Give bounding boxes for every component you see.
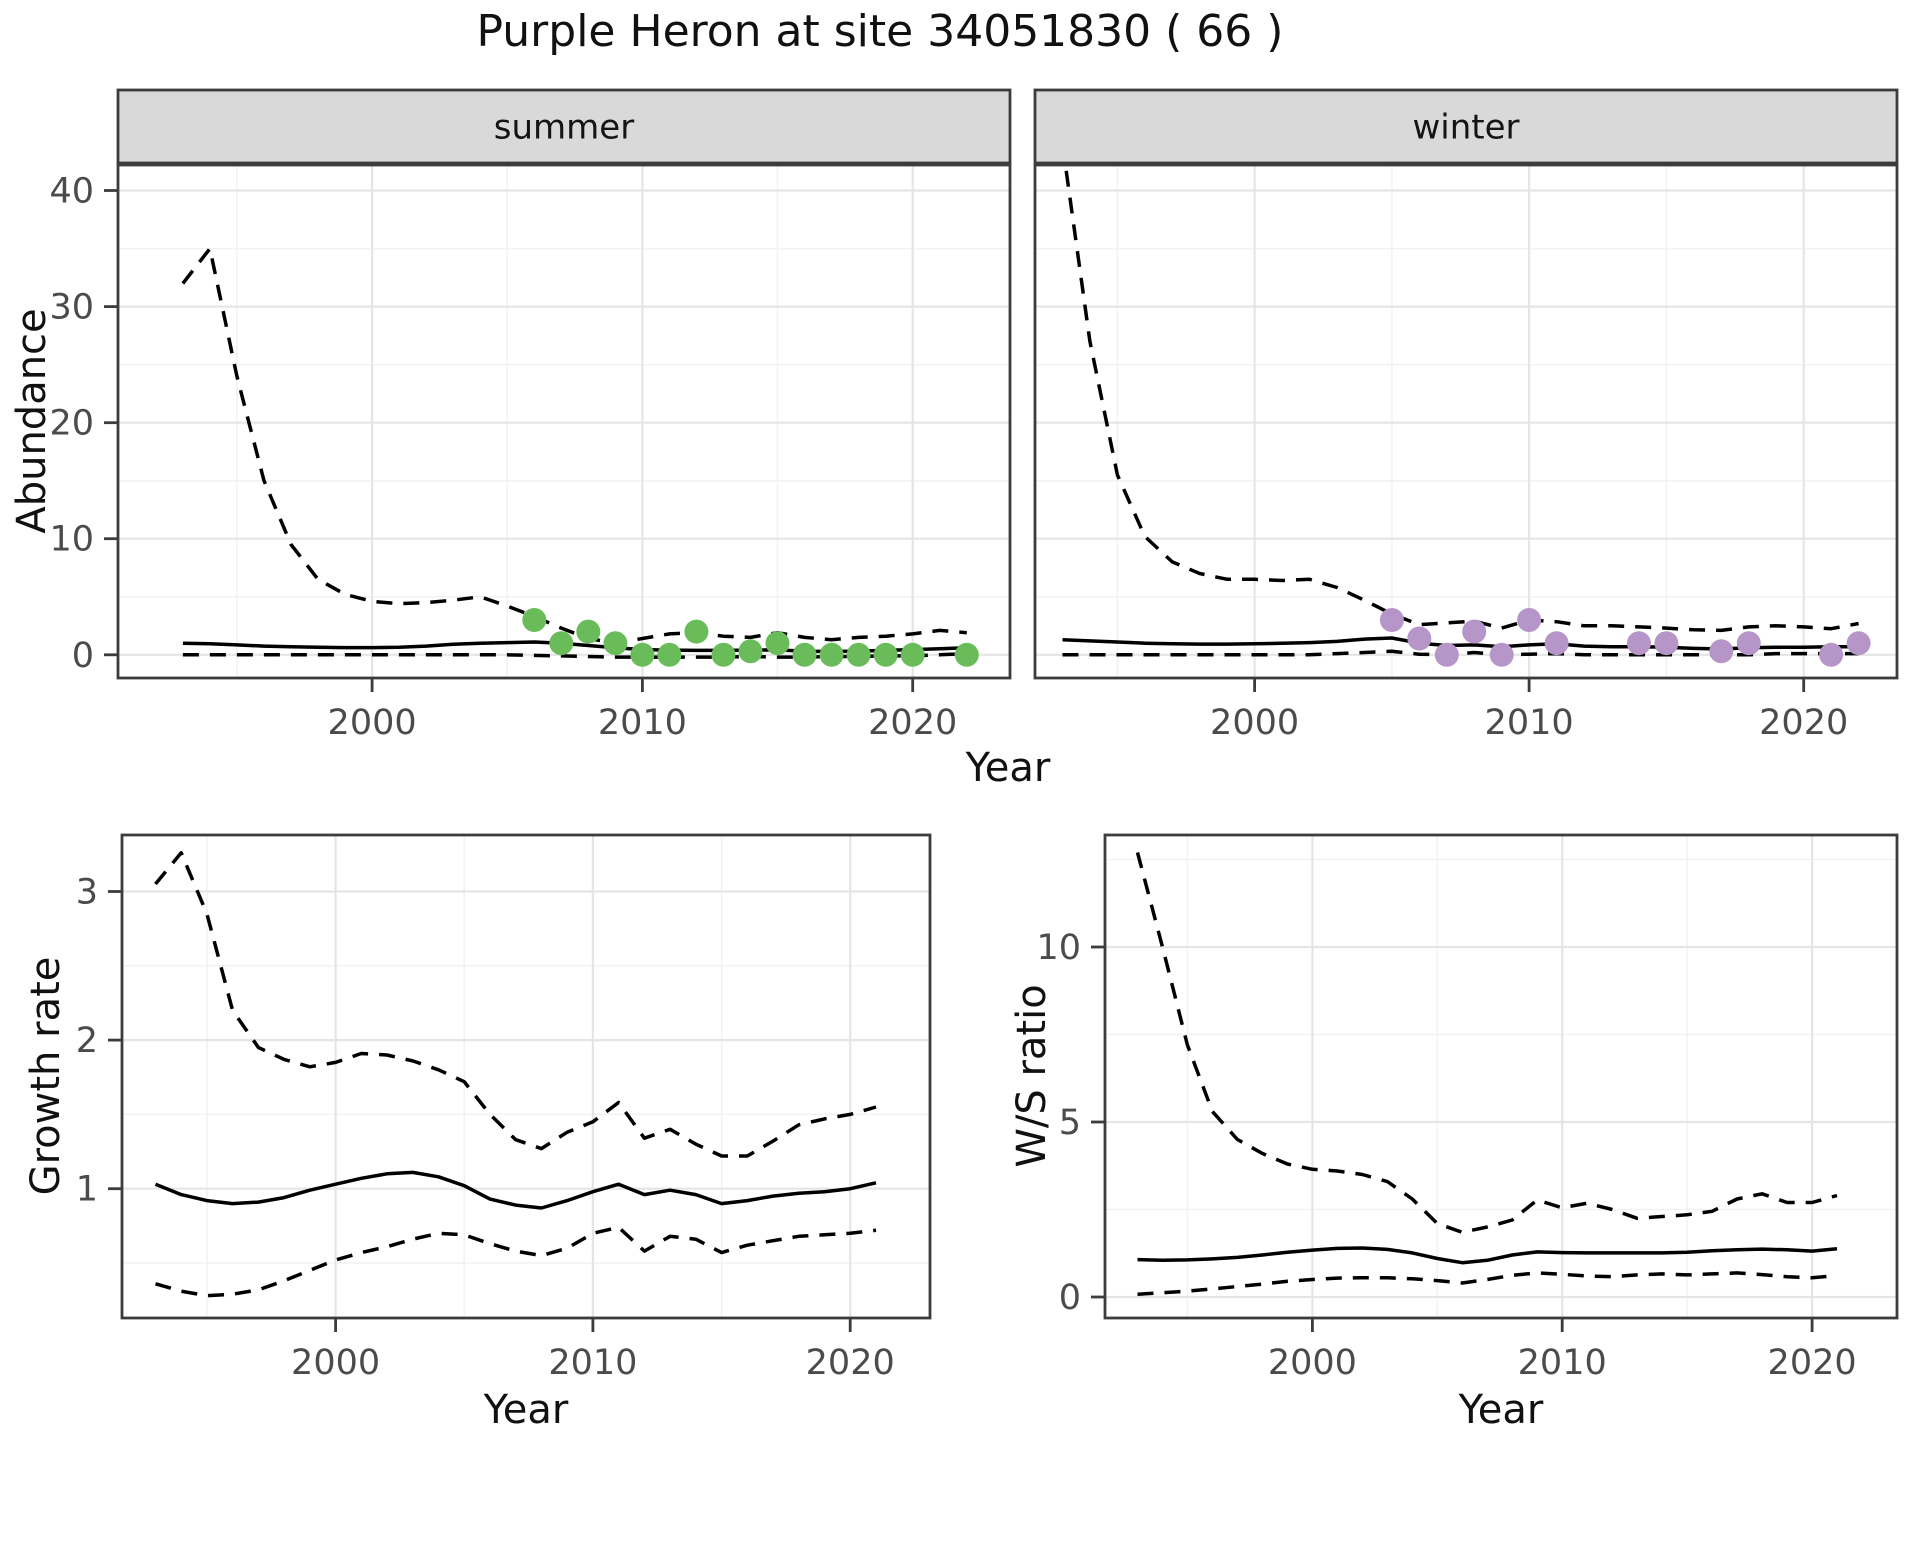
- y-tick-label: 10: [1036, 928, 1081, 968]
- ws-ratio-panel-border: [1103, 833, 1899, 1320]
- facet-strip-label: winter: [1412, 108, 1519, 148]
- abundance-summer-observation-point: [765, 631, 790, 656]
- y-tick-label: 3: [76, 873, 98, 913]
- facet-strip: [1033, 88, 1899, 165]
- y-tick-label: 40: [49, 172, 94, 212]
- abundance-summer-observation-point: [549, 631, 574, 656]
- abundance-winter-observation-point: [1626, 631, 1651, 656]
- abundance-summer-observation-point: [630, 642, 655, 667]
- abundance-summer-observation-point: [954, 642, 979, 667]
- y-tick-label: 0: [72, 636, 94, 676]
- x-tick-label: 2020: [806, 1343, 895, 1383]
- abundance-winter-observation-point: [1819, 642, 1844, 667]
- summer-abundance-chart: summer 2000 2010 2020 0 10 20 30 40: [49, 88, 1012, 743]
- ws-ratio-panel-bg: [1105, 835, 1897, 1318]
- abundance-summer-observation-point: [711, 642, 736, 667]
- growth-rate-mean-line: [154, 1170, 877, 1210]
- abundance-summer-upper-ci-line: [181, 246, 967, 645]
- y-tick-label: 30: [49, 288, 94, 328]
- growth-rate-upper-ci-line: [154, 851, 877, 1158]
- abundance-winter-observation-point: [1544, 631, 1569, 656]
- x-tick-label: 2020: [1768, 1343, 1857, 1383]
- abundance-winter-observation-point: [1489, 642, 1514, 667]
- ws-ratio-lower-ci-line: [1137, 1271, 1838, 1296]
- abundance-winter-observation-point: [1654, 631, 1679, 656]
- x-axis-title-year-bottom-right: Year: [1458, 1387, 1544, 1433]
- x-tick-label: 2020: [868, 703, 957, 743]
- abundance-summer-observation-point: [846, 642, 871, 667]
- ws-ratio-upper-ci-line: [1135, 852, 1838, 1235]
- abundance-summer-observation-point: [738, 639, 763, 664]
- facet-strip-label: summer: [494, 108, 634, 148]
- x-tick-label: 2010: [1518, 1343, 1607, 1383]
- abundance-winter-observation-point: [1407, 626, 1432, 651]
- x-tick-label: 2010: [548, 1343, 637, 1383]
- x-tick-label: 2000: [291, 1343, 380, 1383]
- abundance-winter-observation-point: [1379, 608, 1404, 632]
- x-tick-label: 2000: [1268, 1343, 1357, 1383]
- abundance-winter-observation-point: [1846, 631, 1871, 656]
- abundance-summer-observation-point: [792, 642, 817, 667]
- abundance-summer-observation-point: [657, 642, 682, 667]
- y-tick-label: 0: [1059, 1278, 1081, 1318]
- abundance-winter-panel-border: [1033, 163, 1899, 680]
- figure-title: Purple Heron at site 34051830 ( 66 ): [476, 6, 1284, 57]
- abundance-summer-observation-point: [900, 642, 925, 667]
- x-tick-label: 2010: [1485, 703, 1574, 743]
- abundance-summer-observation-point: [576, 619, 601, 644]
- abundance-winter-observation-point: [1736, 631, 1761, 656]
- y-tick-label: 5: [1059, 1103, 1081, 1143]
- abundance-winter-upper-ci-line: [1063, 165, 1859, 633]
- abundance-summer-observation-point: [819, 642, 844, 667]
- y-tick-label: 2: [76, 1021, 98, 1061]
- y-tick-label: 10: [49, 520, 94, 560]
- abundance-winter-observation-point: [1462, 619, 1487, 644]
- abundance-winter-observation-point: [1709, 639, 1734, 664]
- abundance-winter-panel-bg: [1035, 165, 1897, 678]
- x-axis-title-year-bottom-left: Year: [483, 1387, 569, 1433]
- x-tick-label: 2020: [1759, 703, 1848, 743]
- x-axis-title-year-top: Year: [965, 745, 1051, 791]
- ws-ratio-mean-line: [1137, 1246, 1838, 1265]
- y-tick-label: 20: [49, 404, 94, 444]
- abundance-summer-observation-point: [603, 631, 628, 656]
- winter-abundance-chart: winter 2000 2010 2020: [1033, 88, 1899, 743]
- y-tick-label: 1: [76, 1170, 98, 1210]
- abundance-summer-observation-point: [522, 608, 547, 632]
- abundance-summer-panel-bg: [118, 165, 1010, 678]
- y-axis-title-abundance: Abundance: [9, 308, 55, 534]
- x-tick-label: 2000: [1210, 703, 1299, 743]
- abundance-summer-observation-point: [684, 619, 709, 644]
- growth-rate-panel-border: [120, 833, 932, 1320]
- x-tick-label: 2010: [598, 703, 687, 743]
- growth-rate-chart: 2000 2010 2020 1 2 3: [76, 833, 932, 1383]
- abundance-winter-observation-point: [1517, 608, 1542, 632]
- ws-ratio-chart: 2000 2010 2020 0 5 10: [1036, 833, 1899, 1383]
- abundance-summer-observation-point: [873, 642, 898, 667]
- growth-rate-panel-bg: [122, 835, 930, 1318]
- facet-strip: [116, 88, 1012, 165]
- abundance-winter-observation-point: [1434, 642, 1459, 667]
- growth-rate-lower-ci-line: [155, 1225, 877, 1298]
- x-tick-label: 2000: [328, 703, 417, 743]
